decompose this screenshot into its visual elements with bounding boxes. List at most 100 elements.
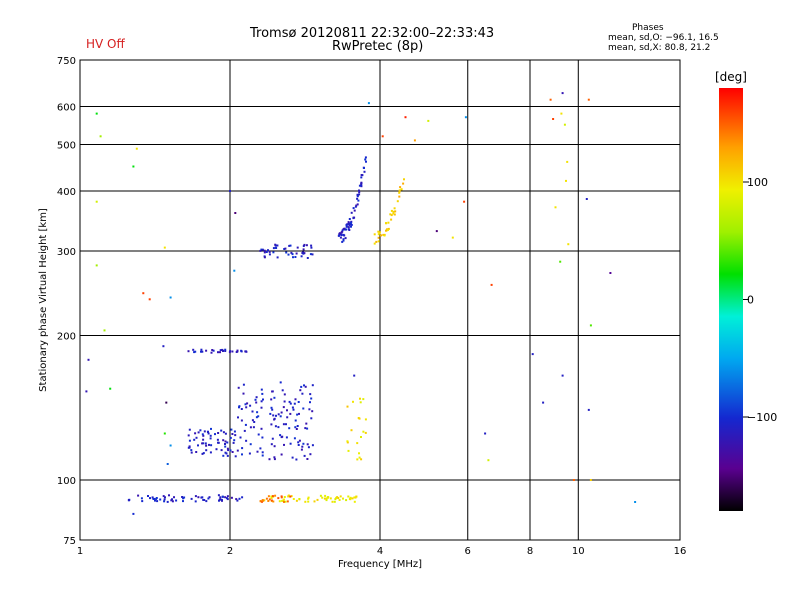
echo-point <box>290 495 293 498</box>
echo-point <box>385 222 387 225</box>
echo-point <box>271 408 274 411</box>
echo-point <box>103 329 106 332</box>
echo-point <box>238 497 241 500</box>
echo-point <box>259 500 262 503</box>
echo-point <box>270 497 273 499</box>
echo-point <box>148 298 151 301</box>
echo-point <box>208 496 211 499</box>
echo-point <box>270 499 273 502</box>
echo-point <box>244 403 247 406</box>
echo-point <box>398 191 401 194</box>
echo-point <box>231 433 234 435</box>
echo-point <box>249 426 252 429</box>
echo-point <box>203 499 206 501</box>
echo-point <box>427 119 430 122</box>
echo-point <box>282 423 285 426</box>
echo-point <box>285 251 288 254</box>
echo-point <box>354 496 357 499</box>
echo-point <box>288 244 291 247</box>
echo-point <box>295 458 298 461</box>
echo-point <box>249 404 252 407</box>
echo-point <box>304 427 307 430</box>
echo-point <box>254 398 257 401</box>
echo-point <box>293 437 296 440</box>
echo-point <box>298 498 301 500</box>
echo-point <box>261 248 264 251</box>
echo-point <box>356 442 359 445</box>
echo-point <box>217 351 219 354</box>
chart-title-line2: RwPretec (8p) <box>332 39 424 54</box>
echo-point <box>356 458 359 461</box>
echo-point <box>288 427 291 430</box>
echo-point <box>353 209 356 212</box>
echo-point <box>226 447 229 450</box>
echo-point <box>383 234 386 237</box>
echo-point <box>260 248 263 251</box>
echo-point <box>360 458 363 461</box>
echo-point <box>255 401 258 404</box>
echo-point <box>351 497 354 500</box>
echo-point <box>243 429 246 432</box>
echo-point <box>346 441 349 444</box>
echo-point <box>231 350 234 353</box>
echo-point <box>358 184 361 187</box>
echo-point <box>360 436 362 438</box>
echo-point <box>313 500 316 503</box>
echo-point <box>373 242 376 245</box>
echo-point <box>263 255 266 258</box>
grid-lines <box>80 60 680 540</box>
echo-point <box>353 500 356 503</box>
echo-point <box>259 447 262 450</box>
echo-point <box>169 296 172 299</box>
echo-point <box>307 497 310 500</box>
echo-point <box>559 260 562 263</box>
echo-point <box>300 385 303 388</box>
echo-point <box>271 495 274 498</box>
echo-point <box>380 234 382 237</box>
echo-point <box>347 221 350 224</box>
echo-point <box>398 190 401 193</box>
echo-point <box>165 401 168 404</box>
echo-point <box>360 182 363 185</box>
echo-point <box>163 432 166 435</box>
echo-point <box>396 200 399 203</box>
echo-point <box>230 496 233 499</box>
echo-point <box>295 428 298 430</box>
echo-point <box>227 449 230 452</box>
echo-point <box>346 440 349 443</box>
plot-frame <box>79 59 681 541</box>
echo-point <box>210 351 213 354</box>
echo-point <box>272 500 275 503</box>
echo-point <box>342 238 345 241</box>
y-tick-label: 100 <box>57 476 76 487</box>
y-tick-label: 500 <box>57 141 76 152</box>
echo-point <box>279 434 282 437</box>
echo-point <box>273 458 276 461</box>
echo-point <box>393 207 396 210</box>
echo-point <box>357 199 360 202</box>
echo-point <box>210 427 212 430</box>
echo-point <box>149 497 151 500</box>
echo-point <box>347 223 350 225</box>
echo-point <box>270 443 273 446</box>
echo-point <box>240 419 243 422</box>
x-tick-label: 8 <box>527 546 533 557</box>
echo-point <box>359 397 361 400</box>
echo-point <box>348 218 351 220</box>
echo-point <box>356 194 359 197</box>
echo-point <box>229 449 232 452</box>
y-tick-label: 400 <box>57 187 76 198</box>
echo-point <box>291 406 294 409</box>
echo-point <box>364 156 367 159</box>
echo-point <box>451 236 454 239</box>
echo-point <box>109 387 112 390</box>
echo-point <box>403 178 405 181</box>
colorbar-tick-label: 100 <box>747 176 768 189</box>
echo-point <box>202 434 205 437</box>
echo-point <box>298 412 300 415</box>
echo-point <box>268 498 271 501</box>
echo-point <box>197 444 199 447</box>
echo-point <box>350 223 353 226</box>
echo-point <box>567 243 570 246</box>
echo-point <box>202 442 205 445</box>
